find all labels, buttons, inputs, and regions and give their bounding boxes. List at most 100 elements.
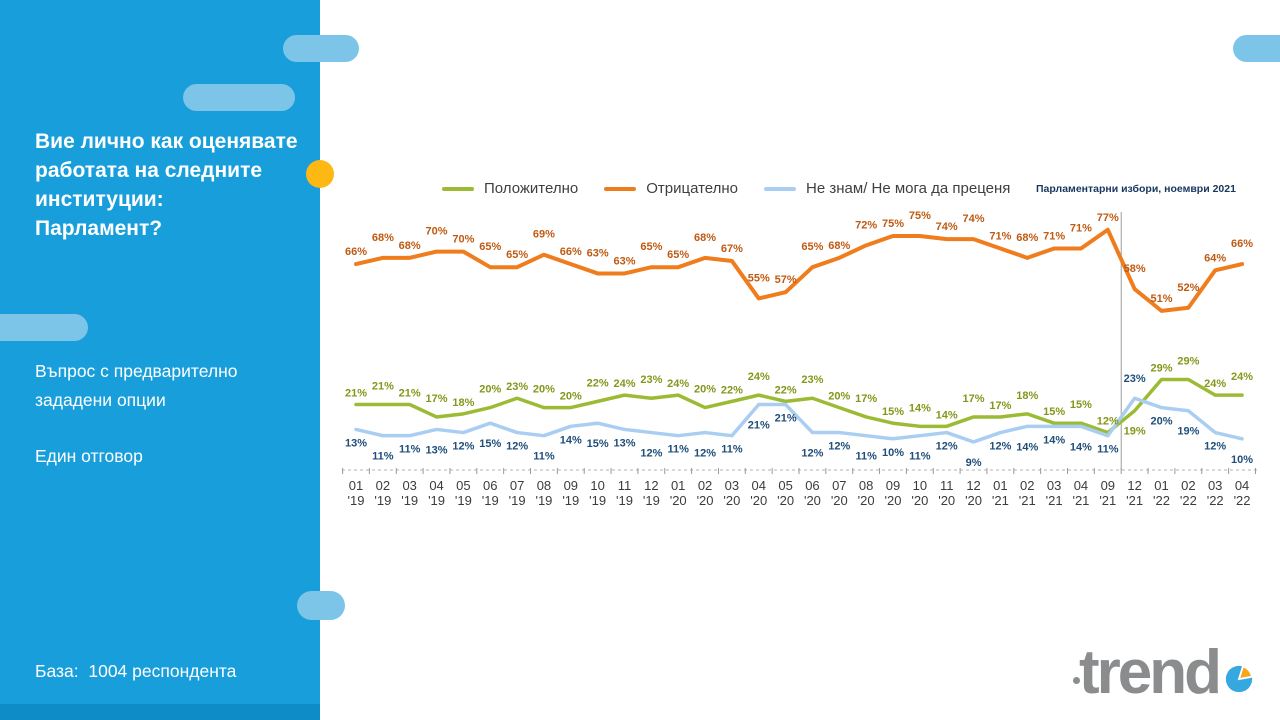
svg-text:07: 07 (510, 478, 524, 493)
svg-text:14%: 14% (1016, 441, 1038, 453)
svg-text:13%: 13% (426, 444, 448, 456)
svg-text:52%: 52% (1177, 282, 1199, 294)
svg-text:57%: 57% (775, 274, 797, 286)
question-title-text: Вие лично как оценявате работата на след… (35, 130, 298, 211)
svg-text:24%: 24% (613, 378, 635, 390)
svg-text:'20: '20 (965, 493, 982, 508)
svg-text:14%: 14% (1043, 434, 1065, 446)
svg-text:21%: 21% (345, 387, 367, 399)
svg-text:12%: 12% (1097, 416, 1119, 428)
svg-text:'22: '22 (1153, 493, 1170, 508)
election-annotation: Парламентарни избори, ноември 2021 (1036, 183, 1236, 195)
svg-text:71%: 71% (989, 230, 1011, 242)
svg-text:19%: 19% (1177, 426, 1199, 438)
svg-text:11: 11 (618, 478, 632, 493)
svg-text:22%: 22% (587, 377, 609, 389)
svg-text:12%: 12% (694, 448, 716, 460)
svg-text:29%: 29% (1150, 363, 1172, 375)
svg-text:02: 02 (1181, 478, 1195, 493)
svg-text:01: 01 (671, 478, 685, 493)
svg-text:21%: 21% (775, 412, 797, 424)
svg-text:11%: 11% (909, 451, 931, 463)
svg-text:22%: 22% (775, 384, 797, 396)
legend-item-positive: Положително (442, 180, 578, 197)
svg-text:75%: 75% (882, 218, 904, 230)
svg-text:'20: '20 (777, 493, 794, 508)
svg-text:'19: '19 (401, 493, 418, 508)
svg-text:05: 05 (778, 478, 792, 493)
svg-text:63%: 63% (587, 247, 609, 259)
svg-text:'19: '19 (428, 493, 445, 508)
decor-pill (183, 84, 295, 111)
svg-text:09: 09 (1101, 478, 1115, 493)
svg-text:12%: 12% (1204, 441, 1226, 453)
svg-text:15%: 15% (1070, 399, 1092, 411)
svg-text:13%: 13% (345, 437, 367, 449)
svg-text:24%: 24% (667, 378, 689, 390)
svg-text:06: 06 (483, 478, 497, 493)
svg-text:10%: 10% (1231, 454, 1253, 466)
svg-text:23%: 23% (640, 374, 662, 386)
legend-label-positive: Положително (484, 180, 579, 197)
svg-text:09: 09 (564, 478, 578, 493)
decor-pill (283, 35, 359, 62)
svg-text:24%: 24% (748, 371, 770, 383)
svg-text:'20: '20 (938, 493, 955, 508)
svg-text:11: 11 (940, 478, 954, 493)
svg-text:65%: 65% (479, 241, 501, 253)
svg-text:65%: 65% (667, 249, 689, 261)
svg-text:'21: '21 (1072, 493, 1089, 508)
svg-text:69%: 69% (533, 229, 555, 241)
svg-text:'22: '22 (1234, 493, 1251, 508)
svg-text:13%: 13% (613, 437, 635, 449)
svg-text:'19: '19 (455, 493, 472, 508)
svg-text:14%: 14% (936, 409, 958, 421)
decor-circle (306, 160, 334, 188)
svg-text:'20: '20 (804, 493, 821, 508)
svg-text:04: 04 (752, 478, 766, 493)
svg-text:12%: 12% (801, 448, 823, 460)
logo-dot-icon (1073, 677, 1080, 684)
svg-text:67%: 67% (721, 243, 743, 255)
svg-text:15%: 15% (479, 438, 501, 450)
svg-text:10%: 10% (882, 447, 904, 459)
decor-pill (1233, 35, 1280, 62)
svg-text:68%: 68% (828, 240, 850, 252)
svg-text:15%: 15% (882, 406, 904, 418)
svg-text:02: 02 (376, 478, 390, 493)
svg-text:55%: 55% (748, 272, 770, 284)
svg-text:14%: 14% (560, 434, 582, 446)
legend-swatch-dont-know (764, 186, 797, 191)
svg-text:15%: 15% (1043, 406, 1065, 418)
svg-text:10: 10 (913, 478, 927, 493)
svg-text:23%: 23% (801, 374, 823, 386)
svg-text:74%: 74% (936, 221, 958, 233)
svg-text:02: 02 (698, 478, 712, 493)
svg-text:51%: 51% (1150, 293, 1172, 305)
svg-text:71%: 71% (1043, 230, 1065, 242)
svg-text:11%: 11% (399, 444, 421, 456)
svg-text:'19: '19 (562, 493, 579, 508)
svg-text:12: 12 (644, 478, 658, 493)
svg-text:11%: 11% (533, 451, 555, 463)
svg-text:20%: 20% (1150, 416, 1172, 428)
svg-text:'21: '21 (1019, 493, 1036, 508)
svg-text:04: 04 (429, 478, 443, 493)
svg-text:'20: '20 (670, 493, 687, 508)
svg-text:17%: 17% (426, 393, 448, 405)
svg-text:03: 03 (725, 478, 739, 493)
legend-label-negative: Отрицателно (646, 180, 739, 197)
legend-swatch-positive (442, 186, 474, 191)
svg-text:18%: 18% (452, 397, 474, 409)
svg-text:19%: 19% (1124, 426, 1146, 438)
svg-text:11%: 11% (667, 444, 689, 456)
svg-text:66%: 66% (345, 246, 367, 258)
svg-text:12%: 12% (936, 441, 958, 453)
svg-text:70%: 70% (452, 234, 474, 246)
svg-text:65%: 65% (506, 249, 528, 261)
svg-text:15%: 15% (587, 438, 609, 450)
svg-text:10: 10 (590, 478, 604, 493)
svg-text:17%: 17% (855, 393, 877, 405)
legend-item-negative: Отрицателно (604, 180, 738, 197)
